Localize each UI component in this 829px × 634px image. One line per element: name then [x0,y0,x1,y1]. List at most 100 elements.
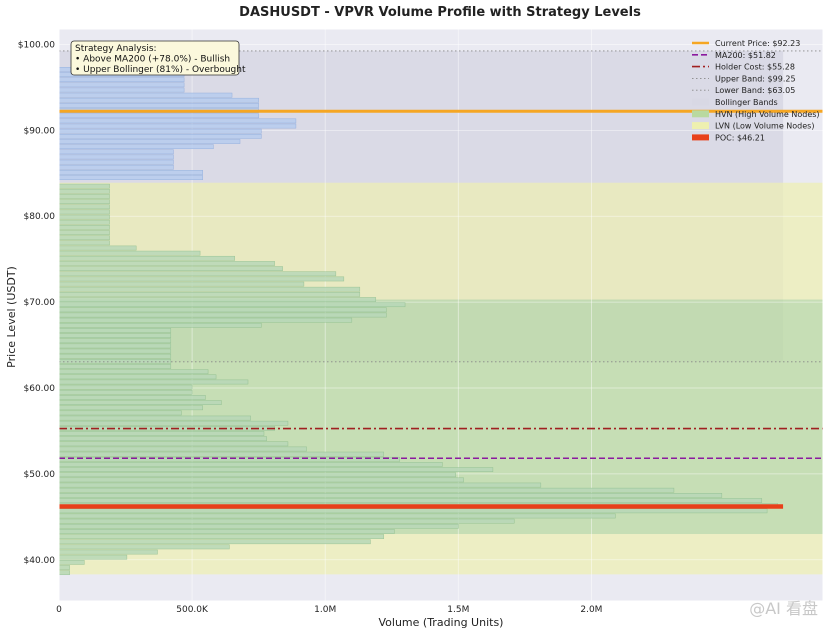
legend-label: MA200: $51.82 [715,51,776,60]
volume-bar [58,307,387,313]
volume-bar [58,144,214,150]
volume-bar [58,271,337,277]
volume-bar [58,154,174,160]
volume-bar [58,549,158,555]
volume-bar [58,534,385,539]
volume-bar [58,194,110,199]
volume-bar [58,482,542,488]
legend-item: Lower Band: $63.05 [692,86,795,95]
volume-bar [58,159,174,165]
legend-item: Current Price: $92.23 [692,39,800,48]
x-axis-label: Volume (Trading Units) [379,616,504,629]
volume-bar [58,364,172,369]
watermark-text: @AI 看盘 [749,599,818,618]
volume-bar [58,317,353,323]
annotation-line: • Above MA200 (+78.0%) - Bullish [75,55,230,65]
volume-bar [58,209,110,215]
volume-bar [58,441,289,447]
volume-bar [58,559,85,565]
volume-bar [58,379,249,385]
volume-bar [58,164,174,170]
legend-item: Bollinger Bands [692,98,778,107]
legend-item: HVN (High Volume Nodes) [692,110,820,119]
volume-bar [58,113,259,119]
volume-bar [58,139,241,144]
volume-bar [58,118,297,124]
volume-bar [58,400,222,405]
volume-bar [58,87,185,93]
volume-bar [58,103,259,108]
volume-bar [58,472,456,478]
legend-label: LVN (Low Volume Nodes) [715,122,814,131]
volume-bar [58,523,459,529]
annotation-line: Strategy Analysis: [75,44,157,54]
volume-bar [58,149,174,155]
axes-layer: 0 500.0K 1.0M 1.5M 2.0M $40.00 $50.00 $60.00 $70… [18,28,824,615]
legend-item: POC: $46.21 [692,133,765,142]
volume-bar [58,513,616,519]
volume-bar [58,477,464,483]
volume-bar [58,498,763,503]
volume-bar [58,544,230,550]
volume-bar [58,128,262,134]
volume-bar [58,462,443,467]
volume-bar [58,297,377,302]
volume-bar [58,292,361,297]
volume-bar [58,343,172,349]
legend: Current Price: $92.23 MA200: $51.82 Holder… [692,39,820,142]
volume-bar [58,97,259,103]
legend-label: Holder Cost: $55.28 [715,63,795,72]
volume-bar [58,92,233,98]
legend-item: MA200: $51.82 [692,51,776,60]
volume-bar [58,276,345,282]
volume-bar [58,286,361,292]
volume-bar [58,410,182,416]
volume-bar [58,328,172,333]
annotation-line: • Upper Bollinger (81%) - Overbought [75,65,246,75]
volume-bar [58,170,203,175]
volume-bar [58,467,494,472]
volume-bar [58,175,203,180]
volume-bar [58,214,110,220]
volume-bar [58,281,305,287]
legend-label: HVN (High Volume Nodes) [715,110,820,119]
volume-bar [58,261,275,266]
y-tick-label: $70.00 [24,298,56,308]
volume-bar [58,369,209,375]
volume-bar [58,235,110,241]
y-tick-label: $40.00 [24,556,56,566]
volume-bar [58,219,110,225]
x-tick-label: 1.5M [447,605,469,615]
volume-bar [58,395,206,400]
volume-bar [58,77,185,83]
volume-bar [58,554,128,560]
volume-bar [58,199,110,204]
volume-bar [58,82,185,88]
annotation-box: Strategy Analysis:• Above MA200 (+78.0%)… [70,40,246,76]
volume-bar [58,436,267,442]
legend-label: Bollinger Bands [715,98,778,107]
volume-bar [58,529,395,534]
legend-label: Upper Band: $99.25 [715,74,796,83]
volume-bar [58,431,265,436]
volume-bar [58,188,110,194]
volume-bar [58,451,385,457]
volume-bar [58,487,675,493]
legend-label: POC: $46.21 [715,133,765,142]
legend-item: LVN (Low Volume Nodes) [692,122,814,131]
volume-bar [58,348,172,354]
volume-bar [58,230,110,235]
volume-bar [58,539,371,545]
volume-bar [58,333,172,338]
x-tick-label: 0 [56,605,62,615]
volume-bar [58,384,193,390]
y-tick-label: $100.00 [18,40,55,50]
volume-bar [58,492,723,498]
volume-bar [58,312,387,318]
legend-swatch [692,122,709,130]
volume-bar [58,446,307,452]
volume-bar [58,255,235,261]
volume-bar [58,240,110,246]
volume-bar [58,123,297,129]
